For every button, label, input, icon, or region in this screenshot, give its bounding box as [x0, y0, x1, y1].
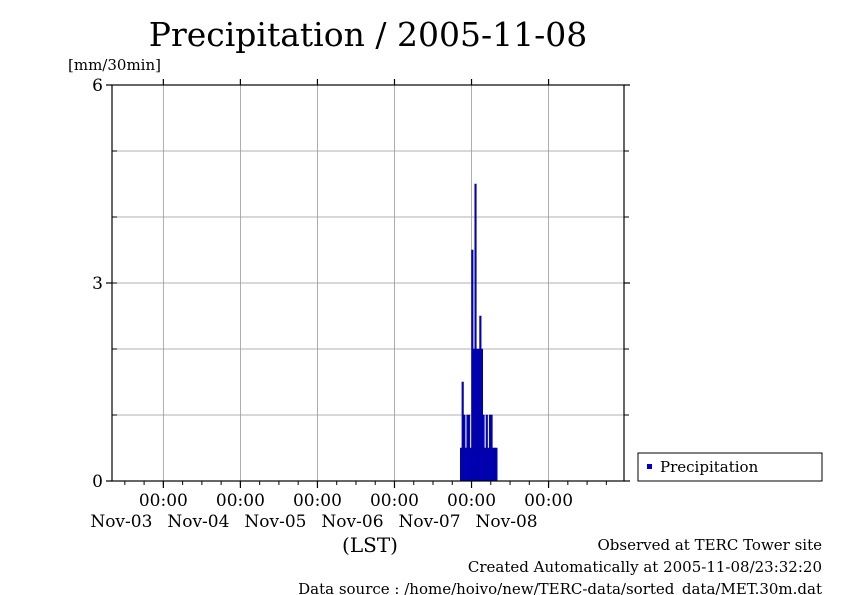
x-tick-date-label: Nov-04 — [167, 512, 229, 532]
precipitation-bar — [495, 447, 498, 482]
x-tick-date-label: Nov-05 — [244, 512, 306, 532]
x-tick-time-label: 00:00 — [216, 491, 265, 511]
x-tick-time-label: 00:00 — [293, 491, 342, 511]
x-tick-date-label: Nov-08 — [476, 512, 538, 532]
x-tick-date-label: Nov-06 — [321, 512, 383, 532]
y-tick-label: 6 — [92, 76, 103, 96]
bars — [460, 183, 498, 482]
grid — [112, 85, 624, 481]
axes: 03600:00Nov-0300:00Nov-0400:00Nov-0500:0… — [90, 76, 630, 532]
legend: Precipitation — [637, 452, 823, 482]
legend-box — [637, 452, 823, 482]
x-tick-time-label: 00:00 — [370, 491, 419, 511]
x-tick-time-label: 00:00 — [139, 491, 188, 511]
x-tick-time-label: 00:00 — [524, 491, 573, 511]
x-axis-label: (LST) — [342, 533, 398, 557]
x-tick-date-label: Nov-03 — [90, 512, 152, 532]
footer-observed: Observed at TERC Tower site — [597, 536, 822, 554]
y-tick-label: 0 — [92, 472, 103, 492]
y-axis-unit-label: [mm/30min] — [68, 56, 161, 74]
x-tick-time-label: 00:00 — [447, 491, 496, 511]
legend-swatch — [647, 464, 652, 469]
x-tick-date-label: Nov-07 — [398, 512, 460, 532]
chart-title: Precipitation / 2005-11-08 — [149, 15, 587, 54]
legend-label: Precipitation — [660, 458, 759, 476]
footer-source: Data source : /home/hoivo/new/TERC-data/… — [298, 580, 822, 595]
y-tick-label: 3 — [92, 274, 103, 294]
footer-created: Created Automatically at 2005-11-08/23:3… — [468, 558, 822, 576]
